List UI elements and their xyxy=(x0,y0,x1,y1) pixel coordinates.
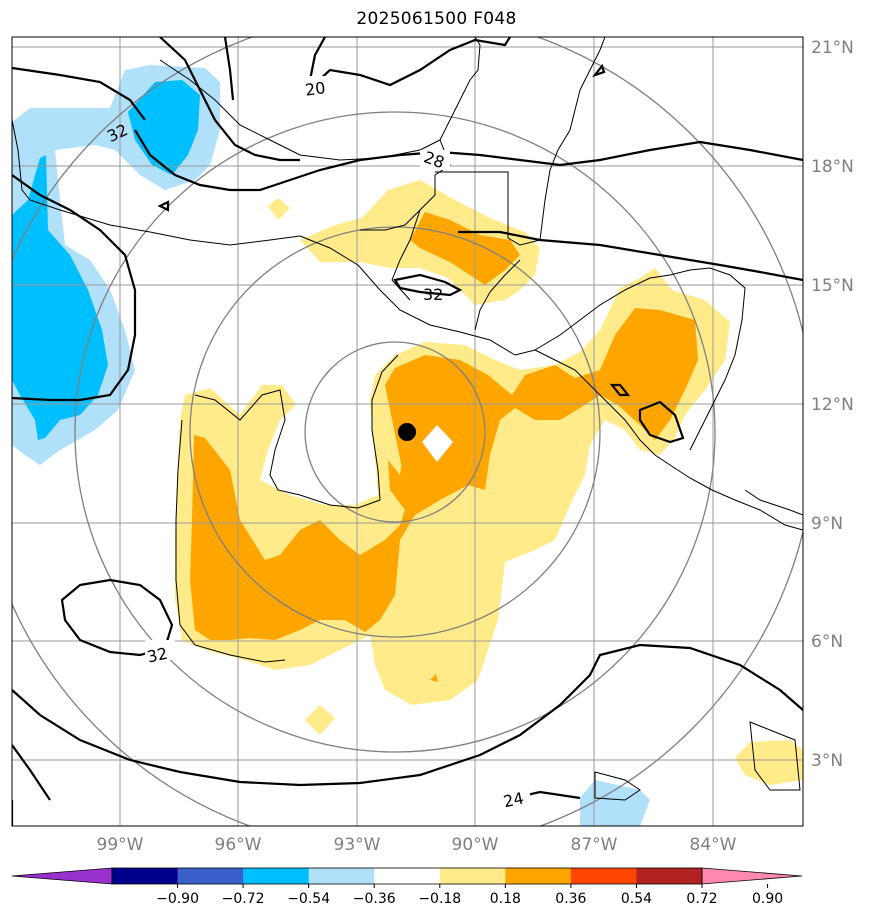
colorbar-segment xyxy=(112,868,179,884)
contour-label-24: 24 xyxy=(502,788,526,811)
colorbar-tick-label: 0.72 xyxy=(686,891,717,907)
colorbar-tick-label: −0.90 xyxy=(156,891,199,907)
colorbar-segment xyxy=(374,868,441,884)
lat-label-21n: 21°N xyxy=(811,38,854,58)
colorbar-segment xyxy=(308,868,375,884)
colorbar-segments xyxy=(11,867,803,885)
colorbar-segment xyxy=(570,868,637,884)
colorbar-extend-low xyxy=(11,867,113,885)
lon-label-93w: 93°W xyxy=(334,835,381,855)
colorbar-tick-label: −0.72 xyxy=(222,891,265,907)
colorbar-segment xyxy=(505,868,572,884)
map-frame xyxy=(11,36,804,827)
colorbar-tick-label: 0.54 xyxy=(621,891,652,907)
colorbar-tick-label: 0.18 xyxy=(490,891,521,907)
lon-label-99w: 99°W xyxy=(97,835,144,855)
colorbar-extend-high xyxy=(701,867,803,885)
lat-label-15n: 15°N xyxy=(811,276,854,296)
lat-label-9n: 9°N xyxy=(811,514,843,534)
lon-label-96w: 96°W xyxy=(215,835,262,855)
lat-label-3n: 3°N xyxy=(811,751,843,771)
map-title: 2025061500 F048 xyxy=(356,9,517,29)
white-hole xyxy=(422,425,453,462)
colorbar-tick-label: −0.54 xyxy=(287,891,330,907)
colorbar-segment xyxy=(177,868,244,884)
contour-label-20: 20 xyxy=(304,78,327,100)
longitude-labels: 99°W 96°W 93°W 90°W 87°W 84°W xyxy=(97,835,737,855)
colorbar-segment xyxy=(243,868,310,884)
storm-center-marker xyxy=(398,423,416,441)
lat-label-12n: 12°N xyxy=(811,395,854,415)
coastlines xyxy=(12,37,803,801)
lon-label-87w: 87°W xyxy=(571,835,618,855)
lon-label-84w: 84°W xyxy=(690,835,737,855)
latitude-labels: 21°N 18°N 15°N 12°N 9°N 6°N 3°N xyxy=(811,38,854,771)
lat-label-6n: 6°N xyxy=(811,632,843,652)
colorbar-tick-label: −0.36 xyxy=(353,891,396,907)
lon-label-90w: 90°W xyxy=(452,835,499,855)
contour-label-32-center: 32 xyxy=(423,285,443,304)
lat-label-18n: 18°N xyxy=(811,157,854,177)
colorbar: −0.90 −0.72 −0.54 −0.36 −0.18 0.18 0.36 0.54 0.7… xyxy=(11,867,803,907)
contour-label-32-south: 32 xyxy=(145,644,169,667)
lat-lon-grid xyxy=(12,37,803,826)
negative-shading-medium xyxy=(12,80,200,440)
map-plot-area: 20 32 28 32 32 24 xyxy=(12,37,803,826)
colorbar-tick-label: 0.90 xyxy=(752,891,783,907)
colorbar-tick-labels: −0.90 −0.72 −0.54 −0.36 −0.18 0.18 0.36 0.54 0.7… xyxy=(156,884,783,907)
contour-label-group: 20 32 28 32 32 24 xyxy=(104,76,530,811)
colorbar-segment xyxy=(636,868,703,884)
colorbar-tick-label: 0.36 xyxy=(555,891,586,907)
colorbar-segment xyxy=(439,868,506,884)
colorbar-frame xyxy=(111,867,703,885)
colorbar-tick-label: −0.18 xyxy=(418,891,461,907)
positive-shading-medium xyxy=(190,212,698,682)
